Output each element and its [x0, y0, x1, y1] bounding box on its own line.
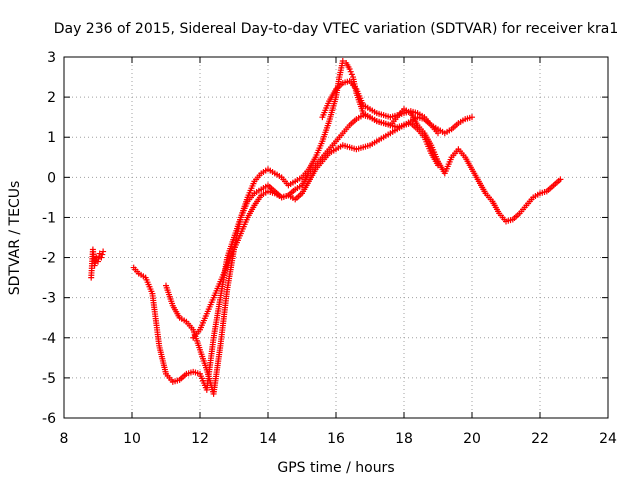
series-segment-c	[163, 58, 564, 397]
y-tick-label: -4	[42, 331, 56, 347]
y-tick-label: 0	[47, 170, 56, 186]
data-point	[557, 176, 564, 183]
chart-title: Day 236 of 2015, Sidereal Day-to-day VTE…	[54, 21, 619, 37]
data-point	[469, 114, 475, 121]
x-tick-label: 22	[531, 431, 549, 447]
y-tick-label: -6	[42, 411, 56, 427]
series-segment-a	[88, 246, 107, 281]
data-point	[347, 68, 354, 75]
y-tick-label: 3	[47, 50, 56, 66]
grid-lines	[64, 57, 608, 418]
x-tick-label: 14	[259, 431, 277, 447]
y-tick-label: -1	[42, 210, 56, 226]
y-tick-label: 1	[47, 130, 56, 146]
y-tick-label: -3	[42, 291, 56, 307]
data-markers	[88, 58, 564, 397]
data-point	[100, 248, 107, 255]
series-segment-d	[190, 112, 441, 341]
data-point	[98, 254, 105, 261]
y-axis-label: SDTVAR / TECUs	[7, 181, 23, 296]
data-point	[346, 66, 353, 73]
data-point	[339, 58, 346, 65]
plot-frame	[63, 56, 609, 419]
x-tick-label: 24	[599, 431, 617, 447]
y-tick-label: 2	[47, 90, 56, 106]
y-tick-label: -5	[42, 371, 56, 387]
x-tick-label: 16	[327, 431, 345, 447]
data-point	[435, 162, 441, 169]
series-segment-b	[130, 114, 475, 393]
x-tick-label: 18	[395, 431, 413, 447]
x-tick-label: 8	[60, 431, 69, 447]
y-tick-label: -2	[42, 251, 56, 267]
x-tick-label: 12	[191, 431, 209, 447]
data-point	[435, 130, 441, 137]
data-point	[99, 251, 106, 258]
x-tick-label: 20	[463, 431, 481, 447]
x-axis-label: GPS time / hours	[277, 460, 394, 476]
series-segment-e	[319, 78, 441, 137]
x-tick-label: 10	[123, 431, 141, 447]
data-point	[348, 71, 355, 78]
